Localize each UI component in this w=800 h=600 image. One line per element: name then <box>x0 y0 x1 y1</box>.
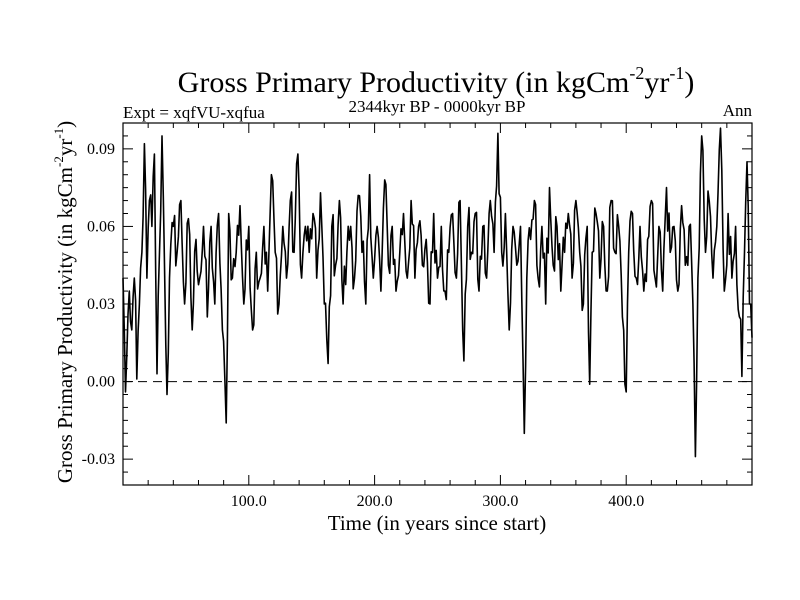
x-tick-label: 200.0 <box>357 493 393 510</box>
y-tick-label: -0.03 <box>82 451 115 468</box>
x-tick-label: 400.0 <box>608 493 644 510</box>
x-axis-ticks: 100.0 200.0 300.0 400.0 <box>147 123 728 510</box>
time-range-label: 2344kyr BP - 0000kyr BP <box>349 97 526 116</box>
chart-title: Gross Primary Productivity (in kgCm-2yr-… <box>178 63 695 99</box>
plot-frame <box>122 122 753 486</box>
y-tick-label: 0.09 <box>87 141 115 158</box>
x-tick-label: 100.0 <box>231 493 267 510</box>
y-tick-label: 0.00 <box>87 374 115 391</box>
y-tick-label: 0.06 <box>87 218 115 235</box>
y-axis-ticks: -0.03 0.00 0.03 0.06 0.09 <box>82 135 752 473</box>
experiment-label: Expt = xqfVU-xqfua <box>123 103 265 122</box>
season-label: Ann <box>723 101 753 120</box>
x-tick-label: 300.0 <box>482 493 518 510</box>
y-axis-label: Gross Primary Productivity (in kgCm-2yr-… <box>51 121 77 483</box>
x-axis-label: Time (in years since start) <box>328 511 547 535</box>
gpp-series-line <box>122 127 753 458</box>
y-tick-label: 0.03 <box>87 296 115 313</box>
